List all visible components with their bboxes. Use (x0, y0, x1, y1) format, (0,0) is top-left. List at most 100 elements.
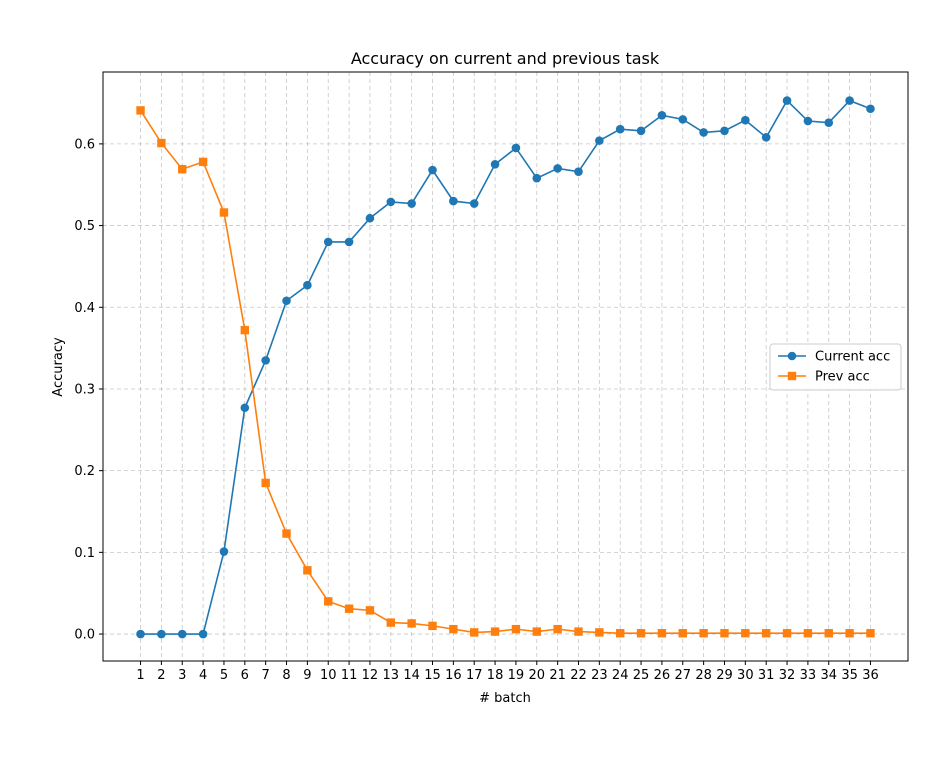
x-tick-label: 16 (445, 668, 462, 683)
current-acc-point (803, 116, 813, 126)
legend-marker-square (787, 371, 797, 381)
prev-acc-point (636, 629, 646, 638)
x-tick-label: 31 (758, 668, 775, 683)
prev-acc-point (699, 629, 708, 638)
axis-ticks: 1 2 3 4 5 6 7 8 9 10 11 12 13 14 15 16 17 18 19 20 21 22 23 24 2… (74, 137, 878, 683)
y-tick-label: 0.1 (74, 546, 95, 561)
prev-acc-point (616, 629, 625, 638)
x-tick-label: 22 (570, 668, 587, 683)
series-group (136, 96, 875, 639)
prev-acc-point (428, 621, 437, 631)
y-tick-label: 0.6 (74, 137, 95, 152)
x-tick-label: 1 (136, 668, 144, 683)
x-tick-label: 24 (612, 668, 629, 683)
prev-acc-point (595, 628, 604, 637)
prev-acc-point (803, 629, 813, 638)
prev-acc-point (407, 619, 416, 628)
x-tick-label: 32 (779, 668, 796, 683)
prev-acc-point (324, 597, 333, 606)
current-acc-point (532, 173, 542, 183)
prev-acc-point (824, 629, 833, 638)
x-tick-label: 27 (674, 668, 691, 683)
current-acc-point (365, 213, 375, 223)
legend-marker-circle (787, 351, 797, 361)
current-acc-point (574, 167, 583, 176)
legend-label-0: Current acc (815, 350, 890, 365)
current-acc-point (136, 629, 145, 639)
current-acc-point (344, 237, 354, 247)
x-tick-label: 34 (820, 668, 837, 683)
current-acc-point (198, 629, 208, 639)
x-tick-label: 28 (695, 668, 712, 683)
current-acc-point (636, 126, 646, 136)
x-tick-label: 9 (303, 668, 311, 683)
x-tick-label: 36 (862, 668, 879, 683)
prev-acc-point (866, 629, 875, 638)
current-acc-point (303, 280, 312, 290)
prev-acc-point (282, 529, 291, 538)
current-acc-point (657, 110, 667, 120)
current-acc-point (323, 237, 333, 247)
current-acc-point (511, 143, 521, 153)
y-tick-label: 0.0 (74, 628, 95, 643)
current-acc-point (219, 547, 229, 556)
current-acc-point (741, 115, 750, 125)
current-acc-point (720, 126, 729, 136)
current-acc-point (449, 196, 458, 206)
prev-acc-point (782, 629, 792, 638)
x-tick-label: 6 (241, 668, 249, 683)
x-tick-label: 11 (341, 668, 358, 683)
y-axis-label: Accuracy (51, 337, 66, 397)
legend-label-1: Prev acc (815, 370, 870, 385)
prev-acc-point (657, 629, 667, 638)
x-tick-label: 33 (800, 668, 817, 683)
prev-acc-point (678, 629, 687, 638)
x-tick-label: 25 (633, 668, 650, 683)
prev-acc-point (136, 106, 145, 115)
x-tick-label: 7 (262, 668, 270, 683)
x-tick-label: 10 (320, 668, 337, 683)
current-acc-point (240, 403, 250, 413)
current-acc-point (428, 165, 437, 175)
prev-acc-point (741, 629, 750, 638)
current-acc-point (407, 199, 416, 208)
prev-acc-point (261, 478, 270, 488)
current-acc-point (699, 128, 708, 137)
x-tick-label: 3 (178, 668, 186, 683)
x-tick-label: 15 (424, 668, 441, 683)
y-tick-label: 0.4 (74, 301, 95, 316)
x-tick-label: 30 (737, 668, 754, 683)
x-tick-label: 4 (199, 668, 207, 683)
prev-acc-point (449, 624, 458, 634)
current-acc-point (386, 197, 396, 207)
current-acc-point (177, 629, 187, 639)
prev-acc-point (386, 618, 395, 627)
prev-acc-point (178, 165, 187, 174)
x-tick-label: 26 (654, 668, 671, 683)
prev-acc-point (157, 138, 166, 148)
prev-acc-point (553, 624, 562, 634)
x-tick-label: 20 (529, 668, 546, 683)
current-acc-point (157, 629, 166, 639)
legend: Current acc Prev acc (769, 343, 902, 391)
current-acc-point (845, 96, 854, 105)
prev-acc-point (761, 629, 771, 638)
prev-acc-point (219, 208, 229, 217)
x-tick-label: 8 (282, 668, 290, 683)
prev-acc-point (198, 157, 208, 167)
x-tick-label: 21 (549, 668, 566, 683)
x-tick-label: 12 (362, 668, 379, 683)
current-acc-point (595, 136, 604, 145)
current-acc-point (490, 160, 500, 169)
current-acc-point (824, 118, 834, 127)
x-tick-label: 23 (591, 668, 608, 683)
plot-frame (102, 71, 909, 662)
current-acc-point (261, 356, 270, 365)
x-tick-label: 29 (716, 668, 733, 683)
prev-acc-point (574, 627, 583, 636)
prev-acc-point (303, 566, 312, 575)
prev-acc-point (365, 606, 375, 615)
current-acc-point (282, 296, 291, 306)
prev-acc-point (720, 629, 729, 638)
